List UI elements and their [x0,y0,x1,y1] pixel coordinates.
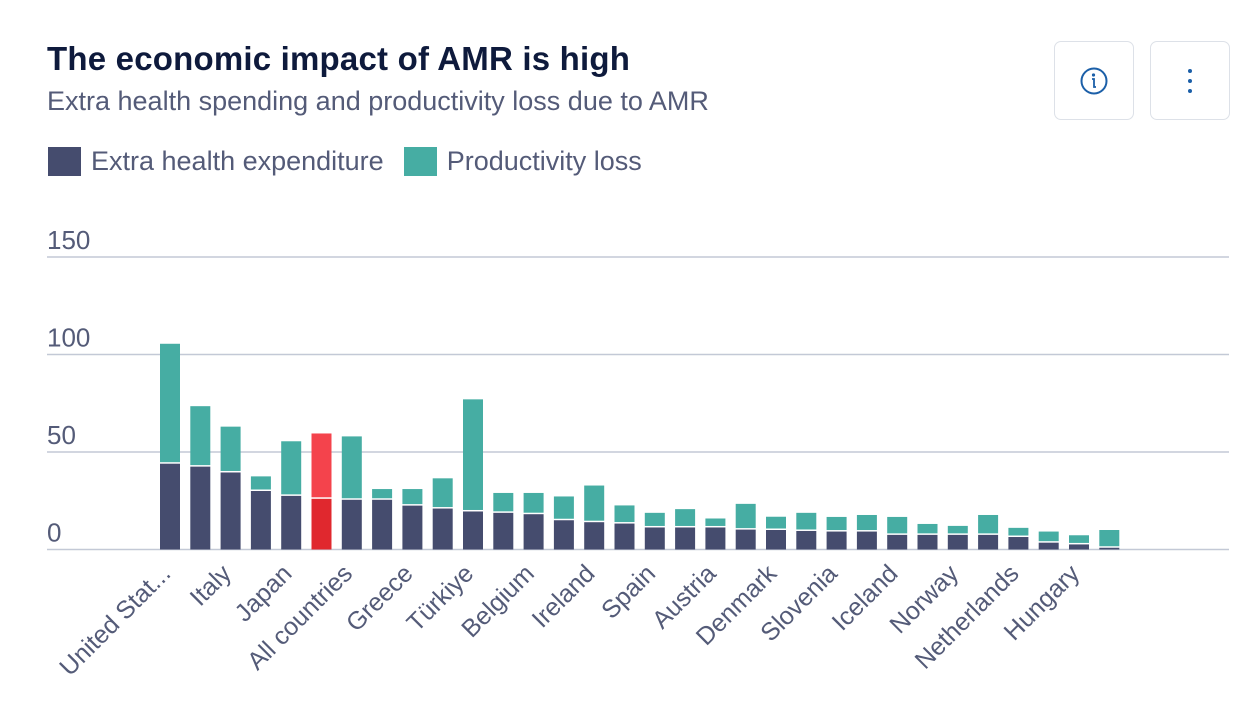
bar-health-expenditure[interactable] [644,527,665,550]
bar-health-expenditure[interactable] [281,495,302,550]
bar-health-expenditure[interactable] [1008,537,1029,550]
bar-productivity-loss[interactable] [856,514,877,531]
legend-item-health[interactable]: Extra health expenditure [48,146,384,177]
bar-productivity-loss[interactable] [675,509,696,526]
bar-productivity-loss[interactable] [341,436,362,499]
bar-productivity-loss[interactable] [1099,530,1120,547]
bar-health-expenditure[interactable] [584,522,605,550]
legend-label-health: Extra health expenditure [91,146,384,176]
bar-productivity-loss[interactable] [1069,535,1089,543]
bar-productivity-loss[interactable] [826,516,847,531]
bar-productivity-loss[interactable] [917,523,938,534]
bar-health-expenditure[interactable] [372,499,393,550]
bar-productivity-loss[interactable] [372,489,393,499]
bar-productivity-loss[interactable] [281,441,302,495]
bar-health-expenditure[interactable] [917,534,938,550]
bar-productivity-loss[interactable] [947,525,968,534]
legend-swatch-productivity [403,147,437,176]
y-tick-label: 0 [47,518,61,548]
x-tick-label: Italy [185,559,238,612]
bar-health-expenditure[interactable] [735,529,756,550]
bar-health-expenditure[interactable] [190,466,211,550]
bar-productivity-loss[interactable] [250,476,271,490]
x-tick-label: Greece [341,559,419,637]
legend: Extra health expenditure Productivity lo… [48,146,662,177]
bar-health-expenditure[interactable] [947,534,968,550]
bar-health-expenditure[interactable] [887,534,908,550]
bar-productivity-loss[interactable] [614,505,635,523]
bar-productivity-loss[interactable] [523,492,544,513]
bar-health-expenditure[interactable] [705,527,726,550]
bar-productivity-loss[interactable] [978,514,999,534]
legend-item-productivity[interactable]: Productivity loss [403,146,642,177]
bar-productivity-loss[interactable] [766,516,786,529]
y-tick-label: 100 [47,323,90,353]
x-tick-label: United Stat... [54,559,176,681]
bar-productivity-loss[interactable] [402,489,423,505]
bar-health-expenditure[interactable] [493,512,514,550]
y-tick-label: 50 [47,420,76,450]
legend-label-productivity: Productivity loss [446,146,642,176]
bar-health-expenditure[interactable] [1038,542,1059,550]
bar-health-expenditure[interactable] [311,498,332,550]
bar-productivity-loss[interactable] [644,512,665,526]
bar-health-expenditure[interactable] [553,520,574,550]
bar-health-expenditure[interactable] [220,472,241,550]
bar-productivity-loss[interactable] [432,478,453,508]
bar-health-expenditure[interactable] [250,491,271,550]
chart-subtitle: Extra health spending and productivity l… [47,86,709,116]
bar-health-expenditure[interactable] [614,523,635,550]
bar-productivity-loss[interactable] [1008,527,1029,536]
bar-productivity-loss[interactable] [220,426,241,471]
bar-productivity-loss[interactable] [311,433,332,498]
bar-health-expenditure[interactable] [341,499,362,550]
x-tick-label: Ireland [527,559,601,633]
bar-productivity-loss[interactable] [584,485,605,521]
legend-swatch-health [48,147,81,176]
info-button[interactable] [1054,41,1134,120]
bar-health-expenditure[interactable] [523,514,544,550]
bar-productivity-loss[interactable] [160,343,180,463]
bar-health-expenditure[interactable] [1099,547,1120,550]
bar-productivity-loss[interactable] [190,406,211,466]
more-options-button[interactable] [1150,41,1230,120]
bar-health-expenditure[interactable] [796,530,817,550]
bar-productivity-loss[interactable] [493,492,514,512]
more-vertical-icon [1188,68,1192,93]
bar-productivity-loss[interactable] [735,503,756,529]
bar-health-expenditure[interactable] [160,463,180,550]
bar-productivity-loss[interactable] [1038,531,1059,542]
bar-health-expenditure[interactable] [856,531,877,550]
bar-productivity-loss[interactable] [796,512,817,530]
bar-health-expenditure[interactable] [826,531,847,550]
bar-productivity-loss[interactable] [705,518,726,526]
bar-health-expenditure[interactable] [675,527,696,550]
bar-productivity-loss[interactable] [553,496,574,519]
bar-productivity-loss[interactable] [887,516,908,534]
bar-health-expenditure[interactable] [402,505,423,550]
bar-health-expenditure[interactable] [432,508,453,550]
bar-health-expenditure[interactable] [766,530,786,550]
chart-title: The economic impact of AMR is high [47,40,631,77]
y-tick-label: 150 [47,225,90,255]
bar-health-expenditure[interactable] [1069,544,1089,550]
info-circle-icon [1080,67,1108,94]
bar-health-expenditure[interactable] [978,534,999,550]
bar-productivity-loss[interactable] [463,399,483,510]
bar-health-expenditure[interactable] [463,511,483,550]
